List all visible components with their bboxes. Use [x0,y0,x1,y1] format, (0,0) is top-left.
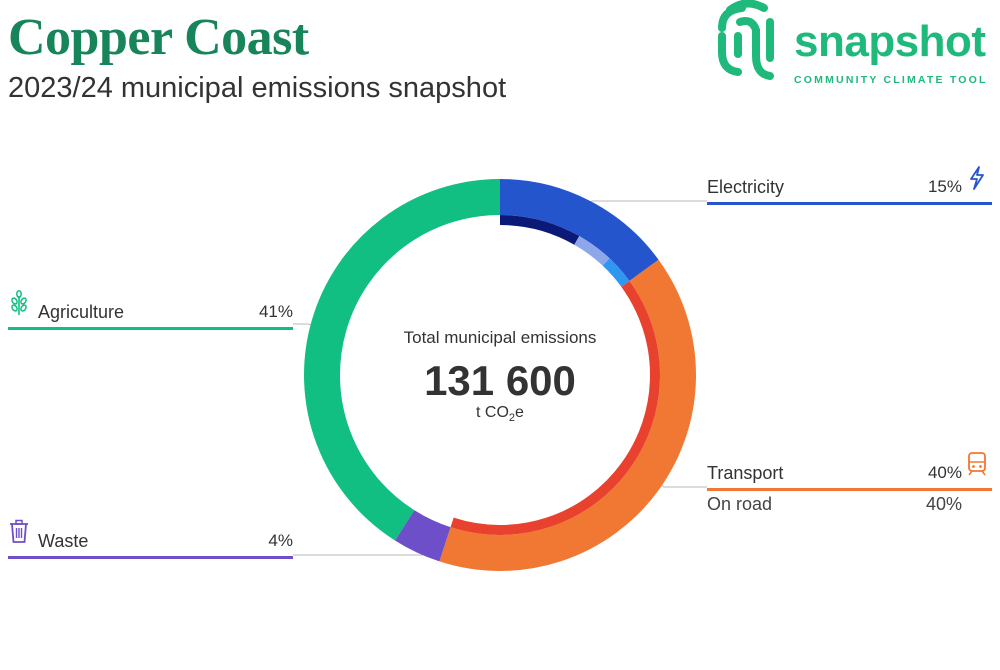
category-electricity: Electricity 15% [707,166,992,205]
logo-tagline: COMMUNITY CLIMATE TOOL [794,74,988,86]
category-waste: Waste 4% [8,519,293,559]
category-label: Waste [38,531,89,551]
category-label: Transport [707,463,784,483]
percent-value: 4 [268,531,278,550]
category-percent: 4% [268,531,293,550]
category-transport: Transport 40% [707,452,992,491]
percent-value: 15 [927,177,947,196]
category-percent: 41% [258,302,293,321]
fingerprint-logo-icon [718,0,774,80]
inner-ring [450,215,660,535]
logo-wordmark: snapshot [794,17,986,66]
train-icon [966,451,990,477]
category-label: Electricity [707,177,785,197]
slice-agriculture [304,179,501,541]
category-bar [8,556,293,559]
subcategory-percent-value: 40 [925,494,946,514]
snapshot-logo: snapshot COMMUNITY CLIMATE TOOL [712,0,1000,95]
category-percent: 15% [927,177,962,196]
inner-segment-3 [450,280,660,535]
category-percent: 40% [927,463,962,482]
wheat-icon [8,290,32,316]
total-unit: t CO2e [380,404,620,424]
trash-icon [8,519,32,545]
slice-transport [439,259,696,571]
page-subtitle: 2023/24 municipal emissions snapshot [8,72,507,104]
subcategory-percent: 40% [925,494,962,514]
inner-segment-1 [574,236,610,266]
slice-electricity [499,179,659,282]
subcategory-on-road: On road 40% [707,492,962,516]
total-label: Total municipal emissions [403,328,597,347]
category-agriculture: Agriculture 41% [8,290,293,330]
category-bar [707,488,992,491]
leader-waste [293,546,428,556]
category-bar [707,202,992,205]
unit-prefix: t CO [476,404,509,421]
unit-subscript: 2 [508,412,516,425]
inner-segment-0 [499,215,580,245]
leader-electricity [585,200,707,206]
percent-value: 40 [927,463,947,482]
page-title: Copper Coast [8,9,309,66]
lightning-icon [966,165,990,191]
category-label: Agriculture [38,302,125,322]
unit-suffix: e [515,404,524,421]
outer-ring [304,179,696,571]
total-value: 131 600 [424,357,576,404]
slice-waste [394,509,451,562]
inner-segment-2 [602,258,630,287]
percent-value: 41 [258,302,278,321]
subcategory-label: On road [707,494,773,514]
category-bar [8,327,293,330]
